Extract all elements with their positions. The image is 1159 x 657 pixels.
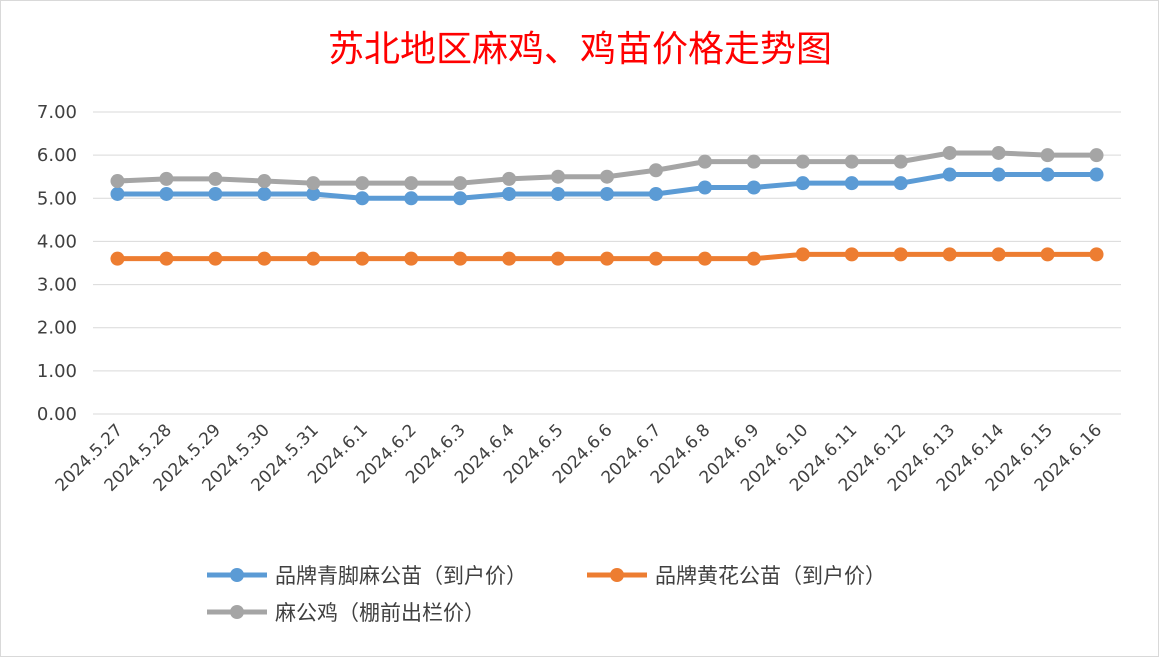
- data-point: [257, 251, 272, 266]
- y-tick-label: 5.00: [37, 188, 77, 209]
- data-point: [453, 176, 468, 191]
- data-point: [795, 176, 810, 191]
- y-tick-label: 0.00: [37, 404, 77, 425]
- legend-label: 品牌黄花公苗（到户价）: [655, 564, 886, 588]
- data-point: [795, 154, 810, 169]
- data-point: [648, 163, 663, 178]
- data-point: [1089, 167, 1104, 182]
- legend-entry: 品牌青脚麻公苗（到户价）: [207, 564, 527, 588]
- data-point: [1089, 247, 1104, 262]
- data-point: [648, 251, 663, 266]
- data-point: [257, 186, 272, 201]
- legend-swatch-marker: [230, 605, 244, 619]
- data-point: [159, 171, 174, 186]
- data-point: [355, 191, 370, 206]
- data-point: [746, 180, 761, 195]
- data-point: [306, 251, 321, 266]
- data-point: [306, 176, 321, 191]
- data-point: [355, 176, 370, 191]
- legend-entry: 品牌黄花公苗（到户价）: [587, 564, 886, 588]
- data-point: [404, 251, 419, 266]
- data-point: [110, 251, 125, 266]
- legend-swatch-marker: [230, 568, 244, 582]
- data-point: [159, 186, 174, 201]
- data-point: [1040, 148, 1055, 163]
- data-point: [404, 191, 419, 206]
- y-tick-label: 4.00: [37, 231, 77, 252]
- series-lines: [110, 145, 1104, 266]
- data-point: [257, 174, 272, 189]
- chart-title: 苏北地区麻鸡、鸡苗价格走势图: [328, 29, 832, 70]
- data-point: [795, 247, 810, 262]
- data-point: [697, 154, 712, 169]
- data-point: [502, 171, 517, 186]
- data-point: [208, 171, 223, 186]
- y-tick-label: 1.00: [37, 361, 77, 382]
- data-point: [600, 251, 614, 266]
- data-point: [1040, 247, 1055, 262]
- data-point: [844, 154, 859, 169]
- data-point: [551, 169, 566, 184]
- data-point: [306, 186, 321, 201]
- data-point: [697, 180, 712, 195]
- x-axis-ticks: 2024.5.272024.5.282024.5.292024.5.302024…: [52, 420, 1106, 495]
- data-point: [893, 154, 908, 169]
- data-point: [893, 176, 908, 191]
- series-1: [110, 167, 1104, 206]
- y-axis-ticks: 0.00 1.00 2.00 3.00 4.00 5.00 6.00 7.00: [37, 102, 77, 425]
- y-tick-label: 7.00: [37, 102, 77, 123]
- data-point: [1040, 167, 1055, 182]
- legend-swatch-marker: [610, 568, 624, 582]
- legend-label: 麻公鸡（棚前出栏价）: [275, 601, 485, 625]
- series-2: [110, 247, 1104, 266]
- y-tick-label: 3.00: [37, 275, 77, 296]
- data-point: [746, 154, 761, 169]
- data-point: [453, 191, 468, 206]
- data-point: [1089, 148, 1104, 163]
- data-point: [844, 176, 859, 191]
- data-point: [453, 251, 468, 266]
- data-point: [697, 251, 712, 266]
- series-3: [110, 145, 1104, 191]
- data-point: [991, 145, 1006, 160]
- data-point: [208, 186, 223, 201]
- data-point: [942, 247, 957, 262]
- data-point: [110, 174, 125, 189]
- y-tick-label: 2.00: [37, 318, 77, 339]
- data-point: [551, 251, 566, 266]
- data-point: [648, 186, 663, 201]
- data-point: [404, 176, 419, 191]
- data-point: [355, 251, 370, 266]
- data-point: [893, 247, 908, 262]
- data-point: [844, 247, 859, 262]
- data-point: [600, 169, 614, 184]
- data-point: [991, 247, 1006, 262]
- data-point: [942, 167, 957, 182]
- data-point: [502, 186, 517, 201]
- data-point: [110, 186, 125, 201]
- y-tick-label: 6.00: [37, 145, 77, 166]
- data-point: [551, 186, 566, 201]
- data-point: [942, 145, 957, 160]
- data-point: [208, 251, 223, 266]
- data-point: [991, 167, 1006, 182]
- legend: 品牌青脚麻公苗（到户价） 品牌黄花公苗（到户价） 麻公鸡（棚前出栏价）: [207, 564, 886, 625]
- data-point: [746, 251, 761, 266]
- legend-label: 品牌青脚麻公苗（到户价）: [275, 564, 527, 588]
- data-point: [502, 251, 517, 266]
- data-point: [159, 251, 174, 266]
- legend-entry: 麻公鸡（棚前出栏价）: [207, 601, 485, 625]
- data-point: [600, 186, 614, 201]
